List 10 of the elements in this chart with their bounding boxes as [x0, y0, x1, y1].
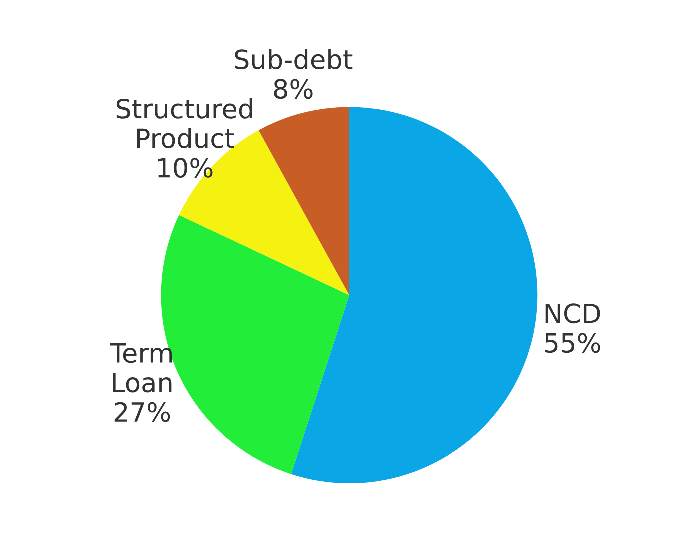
- data-label: 8%: [274, 79, 313, 100]
- slice-label: Structured Product: [116, 98, 252, 148]
- slice-label: NCD: [546, 304, 600, 324]
- data-label: 27%: [114, 402, 170, 422]
- data-label: 10%: [158, 158, 213, 178]
- pie-slice: [258, 107, 350, 296]
- slice-label: Term Loan: [110, 344, 172, 393]
- data-label: 55%: [545, 333, 600, 354]
- slice-label: Sub-debt: [235, 49, 353, 70]
- pie-slice: [291, 107, 538, 484]
